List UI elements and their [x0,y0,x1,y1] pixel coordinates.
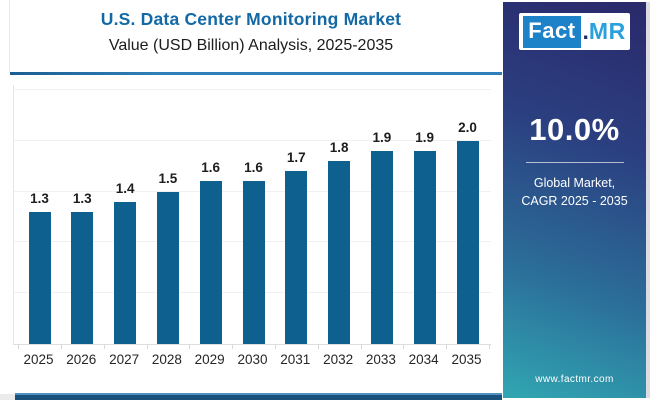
bar-2032 [328,161,351,344]
bar-2035 [456,141,479,344]
bar-value-label: 1.6 [244,160,263,175]
logo-dot-text: . [582,18,589,44]
bar-value-label: 1.8 [329,140,349,155]
x-axis-tick [488,344,490,349]
x-axis-tick [60,344,62,349]
bar-value-label: 1.9 [415,130,435,145]
x-axis-label: 2025 [23,352,54,367]
x-axis-label: 2030 [237,352,268,367]
x-axis-label: 2035 [451,352,482,367]
cagr-divider [525,162,624,163]
x-axis-tick [146,344,148,349]
bar-value-label: 1.4 [115,181,135,196]
bar-2027 [114,202,137,344]
x-axis-label: 2027 [109,352,140,367]
x-axis-tick [403,344,405,349]
card-left-edge [9,0,10,72]
x-axis-tick [103,344,105,349]
x-axis-tick [360,344,362,349]
x-axis-tick [274,344,276,349]
x-axis-label: 2029 [194,352,225,367]
bar-2028 [156,192,179,344]
chart-header: U.S. Data Center Monitoring Market Value… [0,0,502,55]
bottom-accent-strip [15,393,502,400]
x-axis-label: 2026 [66,352,97,367]
x-axis-label: 2031 [280,352,311,367]
gridline [14,89,491,91]
cagr-label: Global Market, CAGR 2025 - 2035 [521,174,627,210]
x-axis-label: 2032 [323,352,354,367]
bar-2025 [28,212,51,344]
header-divider-rule [10,72,502,75]
x-axis-labels: 2025 2026 2027 2028 2029 2030 2031 2032 2033 2034… [13,352,490,370]
bar-value-label: 1.7 [286,150,306,165]
cagr-label-line2: CAGR 2025 - 2035 [521,194,628,209]
x-axis-tick [446,344,448,349]
sidebar: Fact . MR 10.0% Global Market, CAGR 2025… [503,2,646,398]
x-axis-label: 2034 [408,352,439,367]
bar-value-label: 1.5 [158,171,178,186]
bottom-strip-edge [0,394,15,400]
cagr-value: 10.0% [529,112,620,147]
sidebar-right-edge [646,2,650,398]
bar-2034 [413,151,436,344]
chart-subtitle: Value (USD Billion) Analysis, 2025-2035 [108,37,394,54]
x-axis-tick [18,344,20,349]
bar-2029 [199,181,222,344]
bar-2030 [242,181,265,344]
x-axis-tick [317,344,319,349]
factmr-logo: Fact . MR [519,13,630,50]
x-axis-tick [232,344,234,349]
bar-value-label: 1.3 [30,191,49,206]
logo-mr-text: MR [588,18,626,44]
logo-fact-text: Fact [523,15,581,48]
website-url: www.factmr.com [535,374,614,385]
chart-title: U.S. Data Center Monitoring Market [100,9,402,29]
x-axis-label: 2028 [151,352,182,367]
x-axis-label: 2033 [365,352,396,367]
bar-2026 [71,212,94,344]
bar-value-label: 1.6 [201,160,221,175]
bar-2031 [285,171,308,344]
bar-chart-plot: 1.3 1.3 1.4 1.5 1.6 1.6 1.7 1.8 1.9 1.9 2.0 [13,85,491,349]
bar-value-label: 1.3 [72,191,92,206]
cagr-label-line1: Global Market, [533,176,616,190]
bar-value-label: 1.9 [372,130,392,145]
bar-2033 [370,151,393,344]
gridline [14,139,491,141]
bar-value-label: 2.0 [458,120,477,135]
x-axis-tick [189,344,191,349]
